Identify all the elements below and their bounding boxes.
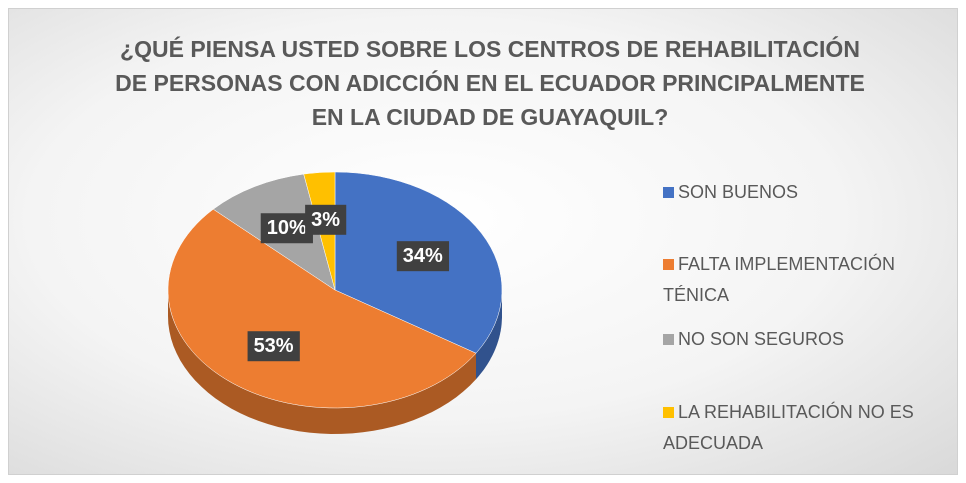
data-label-box [260, 213, 313, 244]
data-label-box [247, 331, 300, 362]
data-label-text: 3% [311, 209, 340, 231]
data-label: 10% [260, 213, 313, 244]
slice-side [168, 290, 476, 434]
data-label-text: 10% [267, 217, 307, 239]
legend-item: FALTA IMPLEMENTACIÓN TÉNICA [663, 249, 953, 311]
legend-label: LA REHABILITACIÓN NO ES ADECUADA [663, 402, 914, 453]
data-label-box [305, 204, 347, 235]
legend-item: NO SON SEGUROS [663, 324, 953, 355]
data-label-box [396, 241, 450, 272]
chart-title: ¿QUÉ PIENSA USTED SOBRE LOS CENTROS DE R… [115, 36, 865, 130]
legend-item: LA REHABILITACIÓN NO ES ADECUADA [663, 397, 953, 459]
legend-label: SON BUENOS [678, 182, 799, 202]
data-label-text: 34% [403, 245, 443, 267]
slice-side [476, 290, 502, 380]
legend-label: NO SON SEGUROS [678, 329, 845, 349]
legend-swatch [663, 259, 674, 270]
legend-swatch [663, 334, 674, 345]
legend-label: FALTA IMPLEMENTACIÓN TÉNICA [663, 254, 896, 305]
legend-item: SON BUENOS [663, 177, 953, 208]
data-label-text: 53% [254, 335, 294, 357]
data-label: 3% [305, 204, 347, 235]
data-label: 53% [247, 331, 300, 362]
legend-swatch [663, 407, 674, 418]
slice [167, 208, 477, 409]
legend-swatch [663, 187, 674, 198]
data-label: 34% [396, 241, 450, 272]
